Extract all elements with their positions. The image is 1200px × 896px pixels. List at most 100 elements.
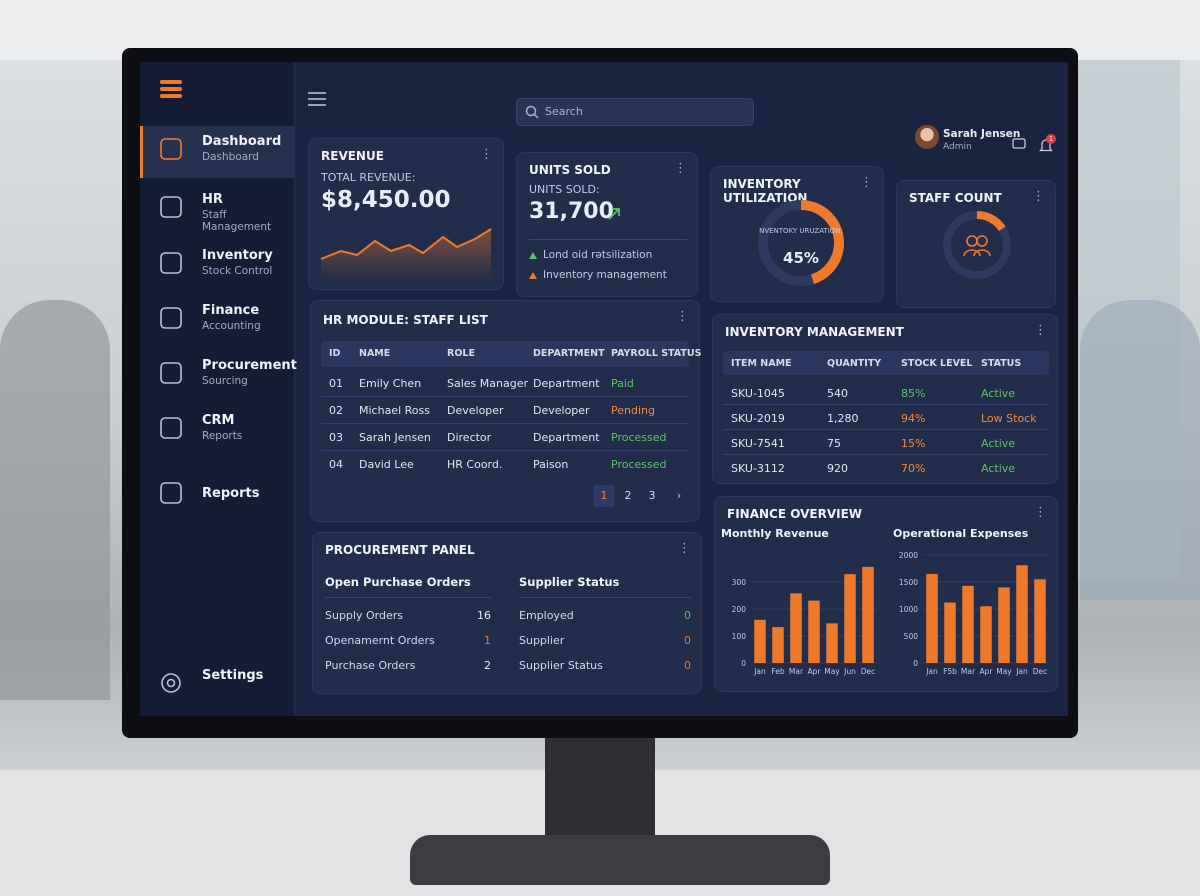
nav-item[interactable]: HR Staff Management [140,184,295,234]
card-title: PROCUREMENT PANEL [325,543,475,557]
table-cell: 540 [827,387,848,400]
bar [998,587,1010,663]
nav-settings[interactable]: Settings [140,660,295,710]
x-tick-label: May [824,667,840,676]
x-tick-label: Jan [1015,667,1028,676]
y-tick-label: 300 [732,578,747,587]
revenue-label: TOTAL REVENUE: [321,171,416,184]
nav-item[interactable]: CRM Reports [140,405,295,455]
bar [1016,565,1028,663]
finance-card: FINANCE OVERVIEW ⋮ Monthly Revenue 0 100 200… [714,496,1058,692]
user-avatar[interactable] [915,125,939,149]
nav-subtitle: Reports [202,430,243,442]
bar [826,623,838,663]
icon-shape [160,252,182,274]
table-cell: 70% [901,462,926,475]
x-tick-label: Jan [925,667,938,676]
nav-subtitle: Accounting [202,320,261,332]
column-header: STATUS [981,358,1022,369]
row-value: 0 [684,634,691,647]
menu-button[interactable] [308,92,326,106]
table-cell: 1,280 [827,412,859,425]
finance-chart: Operational Expenses 0 500 1000 1500 2000 Jan F… [893,527,1049,676]
procurement-card: PROCUREMENT PANEL ⋮ Open Purchase Orders S… [312,532,702,694]
nav-item[interactable]: Procurement Sourcing [140,350,297,400]
utilization-value: 45% [783,249,819,267]
table-cell: 85% [901,387,926,400]
x-tick-label: Jun [843,667,856,676]
table-cell: Active [981,437,1016,450]
logo-menu[interactable] [160,78,182,100]
staff-list-card: HR MODULE: STAFF LIST ⋮ ID NAME ROLE DEPARTM… [310,300,701,522]
note-marker [529,252,537,259]
notification-badge: 1 [1046,134,1056,144]
chart-title: Monthly Revenue [721,527,829,540]
active-indicator [140,126,295,178]
table-cell: 15% [901,437,926,450]
bar [980,606,992,663]
section-divider [519,597,691,598]
nav-icon [160,482,182,504]
x-tick-label: F5b [943,667,957,676]
page-button[interactable]: 3 [648,489,656,502]
utilization-donut [758,200,844,286]
y-tick-label: 1500 [899,578,918,587]
nav-subtitle: Staff Management [202,209,272,233]
nav-item[interactable]: Dashboard Dashboard [140,126,295,176]
section-title: Supplier Status [519,575,620,589]
page-button[interactable]: 1 [593,485,615,507]
table-cell: Director [447,431,492,444]
search-box[interactable]: Search [516,98,754,126]
inventory-card: INVENTORY MANAGEMENT ⋮ ITEM NAME QUANTITY S… [712,314,1058,484]
staff-count-card: STAFF COUNT ⋮ [896,180,1056,308]
icon-shape [160,417,182,439]
nav-title: Reports [202,486,260,501]
row-value: 1 [484,634,491,647]
row-divider [723,454,1049,455]
page-button[interactable]: 2 [624,489,632,502]
nav-item[interactable]: Inventory Stock Control [140,240,295,290]
nav-subtitle: Dashboard [202,151,259,163]
table-cell: HR Coord. [447,458,503,471]
table-cell: Emily Chen [359,377,422,390]
nav-item[interactable]: Finance Accounting [140,295,295,345]
icon-shape [160,138,182,160]
trend-arrow [608,208,620,220]
nav-title: Procurement [202,358,297,373]
table-cell: Department [533,377,600,390]
column-header: ITEM NAME [731,358,792,369]
column-header: ROLE [447,348,475,359]
bar [772,627,784,663]
x-tick-label: Mar [961,667,976,676]
row-divider [321,423,689,424]
section-title: Open Purchase Orders [325,575,471,589]
table-cell: Department [533,431,600,444]
table-cell: 03 [329,431,343,444]
bar [754,619,766,663]
x-tick-label: Jan [753,667,766,676]
revenue-card: REVENUE ⋮ TOTAL REVENUE: $8,450.00 [308,138,504,290]
column-header: STOCK LEVEL [901,358,973,369]
user-name: Sarah Jensen [943,128,1021,140]
x-tick-label: Mar [789,667,804,676]
row-value: 0 [684,659,691,672]
table-cell: 920 [827,462,848,475]
x-tick-label: May [996,667,1012,676]
revenue-sparkline [320,228,492,281]
nav-item[interactable]: Reports [140,470,295,520]
card-title: REVENUE [321,149,384,163]
row-divider [723,404,1049,405]
table-cell: 75 [827,437,841,450]
nav-icon [160,138,182,160]
next-page[interactable]: › [676,489,682,502]
table-cell: Active [981,462,1016,475]
card-title: INVENTORY UTILIZATION [723,177,808,205]
messages-icon[interactable] [1012,138,1026,150]
icon-shape [160,482,182,504]
search-placeholder: Search [545,105,583,118]
nav-icon [160,196,182,218]
column-header: DEPARTMENT [533,348,605,359]
y-tick-label: 200 [732,605,747,614]
card-title: HR MODULE: STAFF LIST [323,313,488,327]
